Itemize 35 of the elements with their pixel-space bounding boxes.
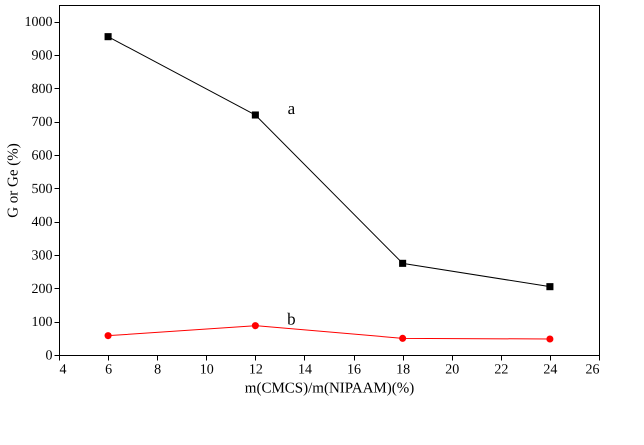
x-tick-label: 14 (298, 362, 312, 378)
x-tick-label: 16 (347, 362, 362, 378)
y-tick-label: 600 (32, 148, 52, 164)
x-tick-label: 24 (543, 362, 558, 378)
point (546, 335, 554, 343)
x-tick-label: 10 (200, 362, 214, 378)
y-tick-label: 900 (32, 48, 52, 64)
x-tick-label: 12 (248, 362, 263, 378)
y-tick-label: 300 (32, 248, 52, 264)
y-tick-label: 100 (32, 315, 52, 330)
x-tick-label: 8 (154, 362, 162, 378)
y-tick-label: 500 (32, 182, 52, 197)
series-label: b (287, 310, 296, 329)
point (546, 283, 554, 290)
y-tick-label: 1000 (24, 15, 52, 30)
point (104, 33, 112, 40)
point (252, 322, 259, 330)
y-tick-label: 400 (32, 215, 52, 230)
x-axis-title: m(CMCS)/m(NIPAAM)(%) (244, 380, 414, 396)
y-tick-label: 0 (46, 348, 52, 364)
point (399, 260, 406, 267)
x-tick-label: 4 (60, 362, 66, 378)
y-tick-label: 700 (32, 115, 52, 130)
point (399, 334, 406, 342)
x-tick-label: 22 (494, 362, 508, 378)
y-axis-title: G or Ge (%) (6, 143, 22, 218)
point (104, 332, 112, 340)
x-tick-label: 26 (586, 362, 600, 378)
series-label: a (288, 99, 296, 118)
x-tick-label: 6 (105, 362, 112, 378)
point (252, 111, 259, 119)
x-tick-label: 18 (396, 362, 410, 378)
y-tick-label: 800 (32, 82, 52, 97)
x-tick-label: 20 (445, 362, 460, 378)
y-tick-label: 200 (32, 282, 52, 297)
